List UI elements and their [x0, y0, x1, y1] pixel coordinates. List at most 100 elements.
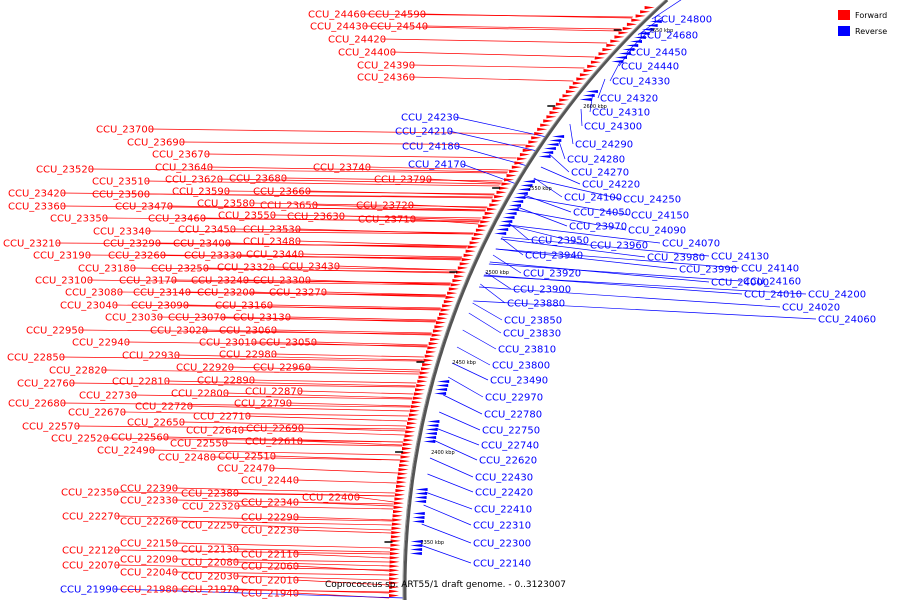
forward-connector-line	[173, 487, 395, 494]
forward-connector-line	[294, 553, 390, 559]
forward-connector-line	[272, 329, 432, 334]
reverse-gene-glyph	[423, 440, 436, 443]
forward-gene-label: CCU_22680	[8, 399, 66, 410]
reverse-gene-glyph	[500, 220, 513, 223]
reverse-connector-line	[423, 504, 472, 526]
forward-gene-glyph	[423, 358, 434, 362]
forward-gene-label: CCU_22130	[181, 545, 239, 556]
forward-gene-glyph	[450, 283, 461, 287]
forward-gene-glyph	[501, 182, 512, 186]
forward-gene-glyph	[478, 224, 489, 228]
forward-gene-glyph	[549, 111, 560, 115]
reverse-gene-glyph	[509, 204, 521, 207]
forward-gene-glyph	[537, 127, 548, 131]
legend-label-reverse: Reverse	[855, 27, 887, 36]
forward-gene-glyph	[399, 463, 410, 467]
forward-gene-glyph	[427, 346, 438, 350]
reverse-connector-line	[580, 108, 583, 127]
forward-connector-line	[180, 141, 526, 146]
reverse-connector-line	[548, 153, 570, 173]
reverse-gene-label: CCU_24180	[402, 142, 460, 153]
forward-connector-line	[205, 153, 517, 159]
forward-gene-glyph	[391, 522, 402, 526]
forward-gene-glyph	[519, 153, 530, 157]
reverse-connector-line	[488, 263, 742, 282]
forward-gene-label: CCU_22350	[61, 488, 119, 499]
reverse-gene-glyph	[409, 552, 422, 555]
forward-gene-label: CCU_22980	[219, 350, 277, 361]
reverse-connector-line	[495, 248, 678, 270]
forward-gene-glyph	[428, 342, 439, 346]
legend: Forward Reverse	[838, 10, 887, 36]
reverse-gene-label: CCU_23830	[503, 329, 561, 340]
reverse-gene-label: CCU_24200	[808, 290, 866, 301]
reverse-gene-glyph	[633, 36, 646, 39]
reverse-gene-glyph	[649, 20, 662, 23]
forward-gene-label: CCU_22920	[176, 363, 234, 374]
forward-gene-label: CCU_22480	[158, 453, 216, 464]
reverse-connector-line	[468, 312, 502, 334]
forward-gene-glyph	[511, 165, 522, 169]
forward-gene-label: CCU_22720	[135, 402, 193, 413]
reverse-gene-glyph	[498, 224, 511, 227]
reverse-gene-label: CCU_22970	[485, 393, 543, 404]
forward-gene-label: CCU_23360	[8, 202, 66, 213]
reverse-gene-label: CCU_24070	[662, 239, 720, 250]
reverse-connector-line	[424, 491, 473, 510]
forward-connector-line	[421, 13, 632, 19]
forward-gene-label: CCU_22290	[241, 513, 299, 524]
reverse-connector-line	[429, 457, 474, 478]
reverse-gene-label: CCU_24170	[408, 160, 466, 171]
reverse-gene-glyph	[410, 548, 423, 551]
forward-gene-label: CCU_22890	[197, 376, 255, 387]
forward-connector-line	[298, 390, 414, 395]
forward-gene-glyph	[631, 18, 642, 22]
forward-gene-glyph	[454, 274, 465, 278]
reverse-gene-label: CCU_23920	[523, 269, 581, 280]
forward-gene-label: CCU_23550	[218, 211, 276, 222]
forward-gene-label: CCU_24390	[357, 61, 415, 72]
reverse-connector-line	[454, 116, 547, 138]
reverse-gene-label: CCU_22310	[473, 521, 531, 532]
forward-gene-label: CCU_22610	[245, 437, 303, 448]
reverse-gene-label: CCU_24230	[401, 113, 459, 124]
forward-gene-label: CCU_22270	[62, 512, 120, 523]
reverse-gene-label: CCU_22620	[479, 456, 537, 467]
reverse-gene-label: CCU_23960	[590, 241, 648, 252]
forward-gene-label: CCU_23250	[151, 264, 209, 275]
forward-connector-line	[294, 529, 392, 534]
reverse-gene-label: CCU_23800	[492, 361, 550, 372]
forward-gene-label: CCU_22070	[62, 561, 120, 572]
legend-swatch-reverse	[838, 26, 850, 36]
forward-gene-glyph	[422, 363, 433, 367]
reverse-connector-line	[420, 544, 472, 564]
forward-connector-line	[250, 291, 446, 298]
forward-connector-line	[70, 382, 416, 388]
reverse-gene-glyph	[618, 52, 631, 55]
forward-gene-glyph	[432, 329, 443, 333]
forward-gene-label: CCU_22490	[97, 446, 155, 457]
reverse-gene-label: CCU_23950	[531, 236, 589, 247]
forward-connector-line	[294, 565, 390, 572]
forward-gene-glyph	[393, 505, 404, 509]
forward-gene-glyph	[480, 220, 491, 224]
reverse-connector-line	[558, 139, 566, 160]
forward-connector-line	[366, 166, 510, 171]
forward-gene-glyph	[635, 14, 646, 18]
forward-connector-line	[218, 178, 501, 185]
forward-gene-glyph	[389, 585, 399, 589]
forward-gene-glyph	[415, 388, 425, 392]
forward-gene-glyph	[640, 10, 651, 14]
reverse-gene-label: CCU_22420	[475, 488, 533, 499]
reverse-connector-lines	[113, 0, 817, 599]
forward-connector-line	[286, 316, 437, 321]
forward-connector-line	[115, 549, 390, 555]
reverse-connector-line	[533, 178, 622, 200]
forward-gene-label: CCU_23620	[165, 175, 223, 186]
forward-connector-line	[235, 505, 394, 510]
forward-gene-glyph	[445, 295, 456, 299]
forward-gene-glyph	[622, 27, 633, 31]
forward-gene-label: CCU_23790	[374, 175, 432, 186]
forward-gene-label: CCU_22650	[127, 418, 185, 429]
forward-connector-line	[145, 193, 493, 198]
